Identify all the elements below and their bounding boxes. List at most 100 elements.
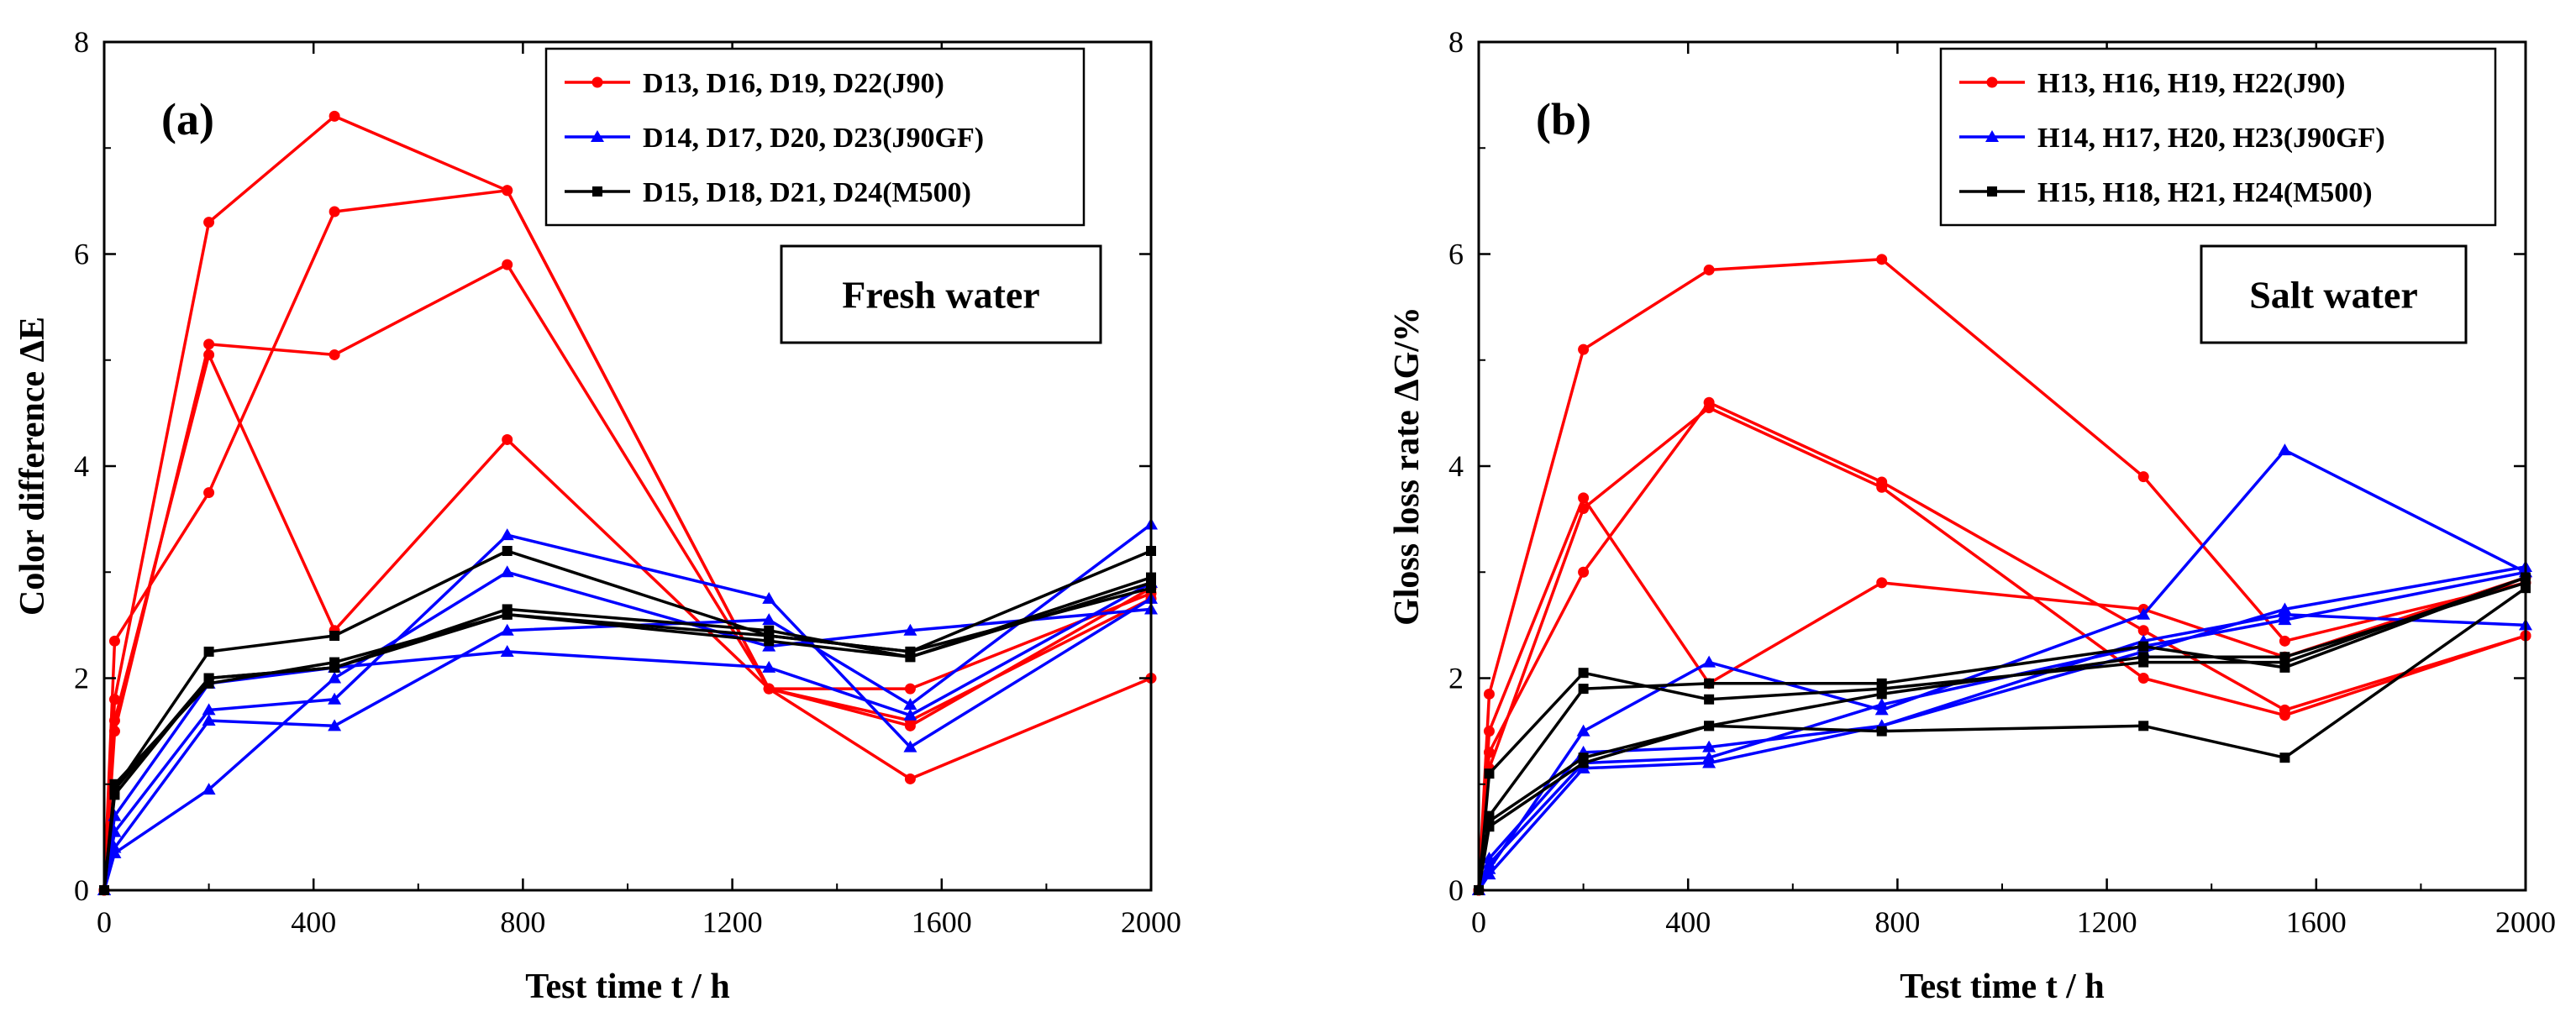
data-point-h13	[1876, 254, 1888, 265]
chart-panel-a: 0 400 800 1200 1600 2000 0 2 4 6 8 Test time t / h C…	[13, 25, 1181, 1006]
data-point-h16	[1483, 726, 1495, 737]
data-point-d14	[500, 528, 514, 541]
x-tick-label: 1200	[2077, 905, 2137, 939]
series-line-d13	[103, 114, 1152, 891]
data-point-h20	[1874, 698, 1889, 711]
panel-label: (a)	[161, 94, 214, 144]
data-point-d19	[502, 259, 513, 270]
x-tick-label: 400	[1665, 905, 1711, 939]
data-point-d17	[903, 698, 917, 711]
data-point-h18	[2279, 752, 2290, 763]
data-point-h14	[1576, 724, 1590, 737]
y-tick-label: 2	[1448, 662, 1464, 695]
legend-marker	[1986, 76, 1998, 88]
data-point-h21	[1578, 684, 1589, 695]
series-line-h17	[1477, 613, 2526, 891]
data-point-d24	[905, 652, 916, 663]
data-point-d24	[109, 789, 120, 800]
series-line-d21	[103, 586, 1152, 891]
data-point-h16	[1876, 577, 1888, 589]
series-line-h23	[1477, 565, 2526, 891]
data-point-d13	[904, 683, 916, 695]
data-point-h13	[1578, 343, 1590, 355]
series-line-h13	[1477, 258, 2526, 891]
legend: D13, D16, D19, D22(J90) D14, D17, D20, D2…	[544, 47, 1086, 227]
data-point-d23	[762, 660, 776, 673]
data-point-h22	[1876, 481, 1888, 493]
data-point-h19	[2137, 625, 2149, 637]
legend-marker	[1985, 130, 1999, 142]
data-point-h24	[1876, 689, 1887, 700]
legend-entry-label: D14, D17, D20, D23(J90GF)	[643, 123, 984, 154]
data-point-h17	[1702, 740, 1716, 752]
annotation-box	[780, 244, 1102, 344]
y-tick-label: 0	[1448, 873, 1464, 907]
y-tick-label: 2	[74, 662, 89, 695]
data-point-h20	[2278, 613, 2292, 626]
data-point-d20	[903, 623, 917, 636]
series-line-d16	[103, 189, 1152, 891]
data-point-h15	[1704, 694, 1715, 705]
legend-entry-label: D13, D16, D19, D22(J90)	[643, 68, 944, 99]
data-point-d20	[108, 846, 122, 858]
data-point-d17	[202, 714, 216, 726]
x-tick-label: 1600	[912, 905, 972, 939]
data-point-h23	[1482, 868, 1496, 880]
data-point-h22	[1578, 503, 1590, 514]
data-point-d24	[203, 673, 214, 684]
data-point-d17	[328, 719, 342, 731]
data-point-h18	[1876, 726, 1887, 737]
data-point-h14	[1702, 655, 1716, 668]
series-line-h15	[1477, 575, 2526, 891]
data-point-d15	[502, 546, 513, 556]
data-point-d19	[203, 338, 215, 350]
series-line-d22	[103, 353, 1152, 891]
annotation-text: Salt water	[2249, 274, 2418, 317]
data-point-d20	[500, 565, 514, 578]
series-line-d19	[103, 263, 1152, 891]
data-point-h24	[2279, 652, 2290, 663]
legend-marker	[592, 186, 602, 197]
data-point-h14	[2278, 443, 2292, 456]
data-point-d23	[500, 644, 514, 657]
data-point-h15	[1484, 768, 1495, 779]
data-point-h18	[2138, 721, 2149, 731]
series-line-h20	[1477, 570, 2526, 891]
legend-entry-label: D15, D18, D21, D24(M500)	[643, 177, 971, 208]
y-tick-label: 6	[74, 238, 89, 271]
legend-marker	[591, 76, 603, 88]
y-axis-label: Gloss loss rate ΔG/%	[1388, 307, 1427, 626]
series-line-h22	[1477, 406, 2526, 891]
data-point-h23	[2278, 602, 2292, 615]
series-line-d15	[103, 549, 1152, 891]
legend-box	[1939, 47, 2497, 227]
legend-marker	[591, 130, 604, 142]
data-point-h21	[2138, 641, 2149, 652]
series-line-d17	[103, 522, 1153, 891]
annotation-text: Fresh water	[842, 274, 1039, 317]
data-point-h22	[1703, 402, 1715, 414]
y-tick-label: 4	[1448, 449, 1464, 483]
data-point-h24	[1578, 758, 1589, 768]
data-point-d15	[329, 631, 340, 641]
data-point-d14	[328, 692, 342, 705]
series-line-d20	[103, 570, 1152, 891]
data-point-h19	[1483, 747, 1495, 758]
data-point-d16	[108, 635, 120, 647]
data-point-h21	[1484, 810, 1495, 821]
x-axis-label: Test time t / h	[525, 967, 729, 1006]
data-point-d14	[202, 703, 216, 716]
x-tick-label: 400	[291, 905, 336, 939]
data-point-h21	[1876, 678, 1887, 689]
data-point-d19	[329, 349, 340, 360]
x-tick-label: 0	[97, 905, 112, 939]
data-point-h21	[1704, 678, 1715, 689]
data-point-d22	[108, 715, 120, 726]
series-line-h14	[1477, 448, 2526, 891]
panel-label: (b)	[1536, 94, 1591, 144]
x-tick-label: 2000	[1121, 905, 1181, 939]
legend-marker	[1987, 186, 1997, 197]
data-point-h24	[2138, 652, 2149, 663]
legend-entry-label: H13, H16, H19, H22(J90)	[2037, 68, 2345, 99]
